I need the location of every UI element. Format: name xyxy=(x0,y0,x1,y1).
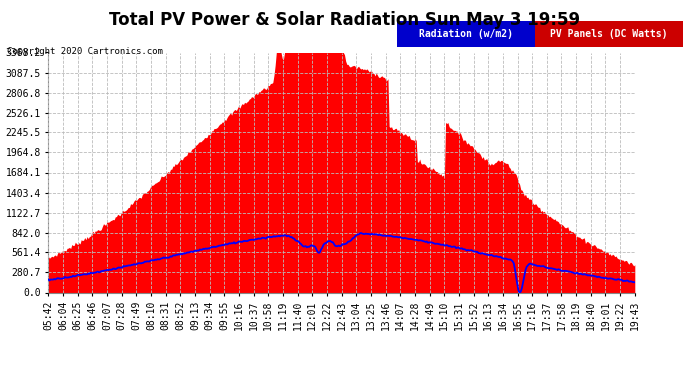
Text: Copyright 2020 Cartronics.com: Copyright 2020 Cartronics.com xyxy=(7,47,163,56)
Text: Radiation (w/m2): Radiation (w/m2) xyxy=(419,29,513,39)
Text: PV Panels (DC Watts): PV Panels (DC Watts) xyxy=(550,29,668,39)
Text: Total PV Power & Solar Radiation Sun May 3 19:59: Total PV Power & Solar Radiation Sun May… xyxy=(110,11,580,29)
